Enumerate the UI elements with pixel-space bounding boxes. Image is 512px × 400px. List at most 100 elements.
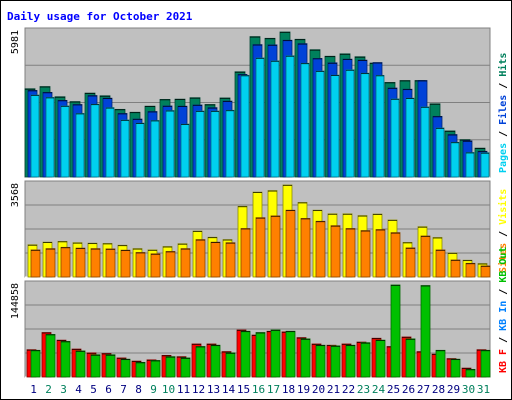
bar-pages-28 (435, 127, 445, 178)
y-max-label-2: 3568 (10, 183, 21, 207)
bar-sites-undefined (480, 265, 491, 278)
bar-sites-undefined (105, 248, 116, 278)
bar-sites-undefined (135, 252, 146, 278)
bar-sites-undefined (435, 249, 446, 278)
bar-sites-undefined (150, 253, 161, 278)
bar-kb-out-undefined (300, 338, 311, 378)
bar-kb-out-undefined (405, 338, 416, 378)
x-tick-label-29: 29 (447, 383, 460, 396)
bar-pages-26 (405, 97, 415, 178)
bar-kb-out-undefined (240, 330, 251, 378)
bar-kb-out-undefined (225, 352, 236, 378)
bar-kb-out-undefined (75, 350, 86, 378)
bar-pages-7 (120, 119, 130, 178)
bar-pages-9 (150, 120, 160, 178)
x-tick-label-20: 20 (312, 383, 325, 396)
y-max-label-3: 144858 (10, 283, 21, 319)
legend-entry-hits: Hits (497, 53, 509, 77)
x-tick-label-30: 30 (462, 383, 475, 396)
bar-kb-out-undefined (210, 344, 221, 378)
legend-entry-kb-out: KB Out (498, 247, 509, 283)
bar-kb-out-undefined (480, 349, 491, 378)
bar-pages-22 (345, 69, 355, 178)
bar-sites-undefined (285, 209, 296, 278)
legend-entry-sites: Sites (497, 243, 509, 273)
bar-sites-undefined (45, 248, 56, 278)
bar-pages-21 (330, 74, 340, 178)
x-tick-label-23: 23 (357, 383, 370, 396)
bar-pages-19 (300, 62, 310, 178)
bar-sites-undefined (30, 249, 41, 278)
legend-separator: / (498, 331, 509, 349)
bar-kb-out-undefined (30, 349, 41, 378)
x-tick-label-31: 31 (477, 383, 490, 396)
bar-pages-5 (90, 103, 100, 178)
bar-pages-29 (450, 141, 460, 178)
legend-entry-visits: Visits (497, 189, 509, 225)
legend-2: Sites / Visits (497, 189, 509, 273)
bar-pages-10 (165, 110, 175, 178)
x-tick-label-12: 12 (192, 383, 205, 396)
bar-pages-6 (105, 107, 115, 178)
x-tick-label-25: 25 (387, 383, 400, 396)
x-tick-label-4: 4 (75, 383, 82, 396)
legend-entry-files: Files (497, 95, 509, 125)
bar-sites-undefined (450, 259, 461, 278)
bar-kb-out-undefined (450, 358, 461, 378)
x-tick-label-5: 5 (90, 383, 97, 396)
bar-pages-16 (255, 57, 265, 178)
bar-pages-14 (225, 109, 235, 178)
bar-sites-undefined (465, 262, 476, 278)
x-tick-label-8: 8 (135, 383, 142, 396)
bar-sites-undefined (120, 249, 131, 278)
bar-kb-out-undefined (330, 345, 341, 378)
x-tick-label-18: 18 (282, 383, 295, 396)
bar-sites-undefined (180, 248, 191, 278)
bar-pages-30 (465, 152, 475, 178)
legend-1: Pages / Files / Hits (497, 53, 509, 173)
bar-pages-2 (45, 97, 55, 178)
bar-pages-8 (135, 122, 145, 178)
bar-sites-undefined (210, 241, 221, 278)
bar-sites-undefined (345, 228, 356, 278)
bar-sites-undefined (270, 215, 281, 278)
bar-sites-undefined (360, 230, 371, 278)
bar-sites-undefined (315, 220, 326, 278)
x-tick-label-27: 27 (417, 383, 430, 396)
bar-kb-out-undefined (195, 346, 206, 378)
x-tick-label-22: 22 (342, 383, 355, 396)
bar-pages-24 (375, 75, 385, 178)
bar-kb-out-undefined (135, 361, 146, 378)
x-tick-label-14: 14 (222, 383, 236, 396)
legend-separator: / (498, 125, 509, 143)
bar-pages-13 (210, 110, 220, 178)
bar-pages-27 (420, 106, 430, 178)
chart-title: Daily usage for October 2021 (7, 10, 193, 23)
bar-kb-out-undefined (150, 360, 161, 378)
x-tick-label-26: 26 (402, 383, 415, 396)
bar-sites-undefined (90, 248, 101, 278)
x-tick-label-6: 6 (105, 383, 112, 396)
bar-pages-31 (480, 152, 490, 178)
y-max-label-1: 5981 (10, 30, 21, 54)
x-tick-label-9: 9 (150, 383, 157, 396)
bar-sites-undefined (165, 251, 176, 278)
x-tick-label-13: 13 (207, 383, 220, 396)
bar-kb-out-undefined (90, 354, 101, 378)
x-tick-label-28: 28 (432, 383, 445, 396)
x-tick-label-17: 17 (267, 383, 280, 396)
x-tick-label-19: 19 (297, 383, 310, 396)
bar-kb-out-undefined (120, 358, 131, 378)
x-tick-label-16: 16 (252, 383, 265, 396)
bar-kb-out-undefined (375, 339, 386, 378)
bar-sites-undefined (405, 247, 416, 278)
bar-pages-18 (285, 55, 295, 178)
bar-pages-20 (315, 70, 325, 178)
bar-kb-out-undefined (435, 349, 446, 378)
bar-sites-undefined (420, 235, 431, 278)
bar-kb-out-undefined (315, 344, 326, 378)
bar-pages-17 (270, 60, 280, 178)
legend-entry-kb-in: KB In (498, 301, 509, 331)
bar-kb-out-undefined (420, 285, 431, 378)
